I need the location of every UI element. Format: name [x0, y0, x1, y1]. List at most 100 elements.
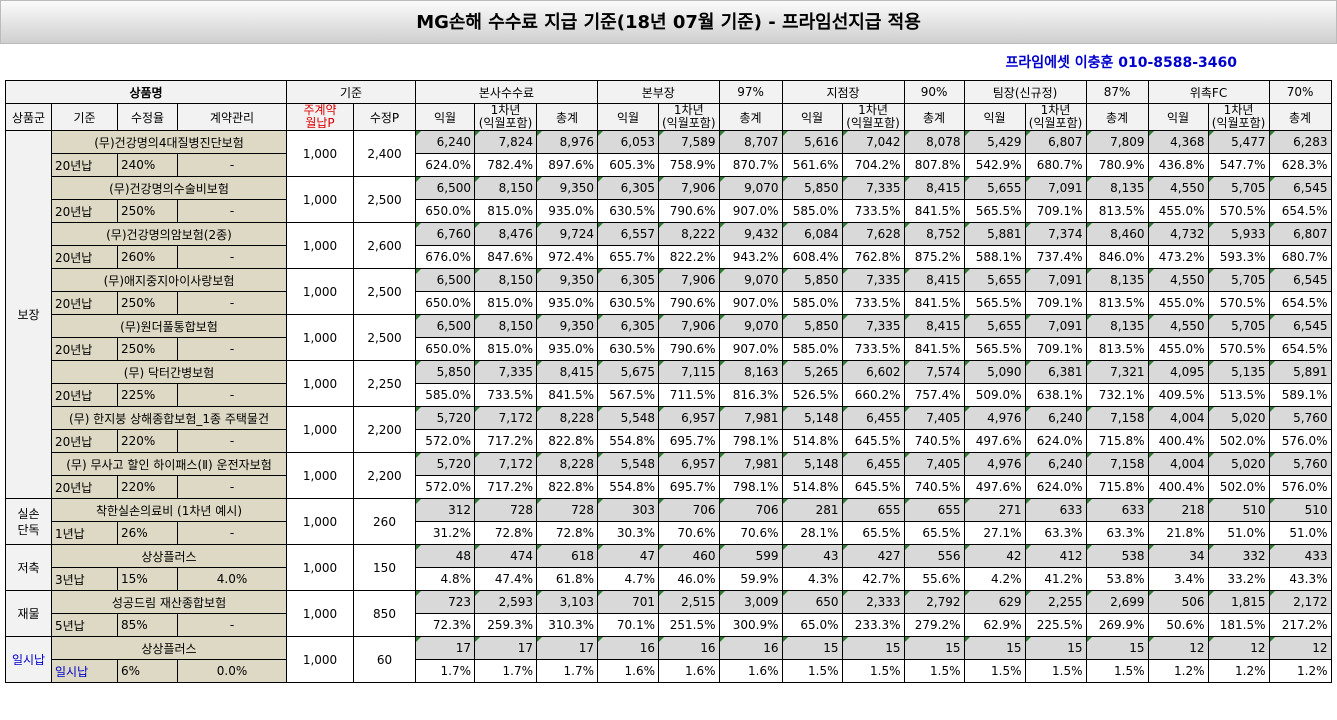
commission-percent: 815.0%	[474, 337, 537, 361]
contract-mgmt-value: -	[177, 429, 287, 453]
payment-term: 20년납	[51, 245, 118, 269]
commission-percent: 30.3%	[597, 521, 659, 545]
commission-percent: 605.3%	[597, 153, 659, 177]
commission-value: 2,333	[841, 590, 905, 614]
modification-rate: 85%	[117, 613, 178, 637]
header-main-premium: 주계약 월납P	[286, 103, 354, 131]
commission-percent: 790.6%	[658, 337, 720, 361]
commission-percent: 935.0%	[536, 337, 598, 361]
commission-percent: 4.7%	[597, 567, 659, 591]
contract-mgmt-value: 4.0%	[177, 567, 287, 591]
table-row: 1년납 26% -31.2% 72.8% 72.8% 30.3% 70.6% 70.6% 28.…	[6, 521, 1332, 545]
commission-value: 8,415	[903, 314, 965, 338]
commission-percent: 624.0%	[1024, 429, 1087, 453]
commission-value: 5,850	[781, 176, 843, 200]
commission-percent: 279.2%	[903, 613, 965, 637]
commission-value: 7,405	[903, 452, 965, 476]
commission-percent: 608.4%	[781, 245, 843, 269]
header-total: 총계	[1085, 103, 1149, 131]
modified-p-value: 2,250	[353, 360, 416, 407]
commission-percent: 181.5%	[1207, 613, 1270, 637]
header-first-year-line2: (익월포함)	[662, 116, 716, 130]
header-jijeomjang: 지점장	[781, 80, 905, 104]
commission-value: 2,515	[658, 590, 720, 614]
commission-percent: 875.2%	[903, 245, 965, 269]
modified-p-value: 2,400	[353, 130, 416, 177]
commission-percent: 624.0%	[1024, 475, 1087, 499]
header-ikwol: 익월	[415, 103, 475, 131]
commission-percent: 654.5%	[1268, 337, 1332, 361]
modified-p-value: 150	[353, 544, 416, 591]
commission-percent: 409.5%	[1147, 383, 1209, 407]
contract-mgmt-value: 0.0%	[177, 659, 287, 683]
commission-percent: 217.2%	[1268, 613, 1332, 637]
commission-percent: 733.5%	[841, 337, 905, 361]
modified-p-value: 2,500	[353, 268, 416, 315]
main-premium-value: 1,000	[286, 406, 354, 453]
commission-value: 8,476	[474, 222, 537, 246]
header-timjang-rate: 87%	[1085, 80, 1149, 104]
commission-value: 5,705	[1207, 176, 1270, 200]
commission-percent: 576.0%	[1268, 475, 1332, 499]
commission-value: 8,415	[903, 268, 965, 292]
commission-percent: 70.1%	[597, 613, 659, 637]
commission-percent: 4.8%	[415, 567, 475, 591]
commission-value: 5,933	[1207, 222, 1270, 246]
header-first-year: 1차년 (익월포함)	[1024, 103, 1087, 131]
commission-value: 6,053	[597, 130, 659, 154]
commission-value: 506	[1147, 590, 1209, 614]
commission-value: 2,172	[1268, 590, 1332, 614]
commission-value: 655	[903, 498, 965, 522]
commission-percent: 62.9%	[963, 613, 1026, 637]
commission-value: 3,009	[718, 590, 783, 614]
commission-percent: 554.8%	[597, 429, 659, 453]
commission-percent: 645.5%	[841, 429, 905, 453]
commission-value: 17	[415, 636, 475, 660]
commission-percent: 790.6%	[658, 199, 720, 223]
commission-percent: 33.2%	[1207, 567, 1270, 591]
commission-value: 4,004	[1147, 452, 1209, 476]
commission-percent: 42.7%	[841, 567, 905, 591]
commission-value: 4,368	[1147, 130, 1209, 154]
commission-percent: 576.0%	[1268, 429, 1332, 453]
commission-value: 7,824	[474, 130, 537, 154]
commission-value: 6,957	[658, 452, 720, 476]
commission-percent: 737.4%	[1024, 245, 1087, 269]
payment-term: 20년납	[51, 475, 118, 499]
commission-value: 8,078	[903, 130, 965, 154]
commission-percent: 61.8%	[536, 567, 598, 591]
commission-value: 5,720	[415, 452, 475, 476]
commission-percent: 624.0%	[415, 153, 475, 177]
commission-value: 12	[1268, 636, 1332, 660]
commission-value: 7,321	[1085, 360, 1149, 384]
commission-percent: 709.1%	[1024, 291, 1087, 315]
commission-value: 7,091	[1024, 176, 1087, 200]
commission-percent: 841.5%	[536, 383, 598, 407]
contract-mgmt-value: -	[177, 475, 287, 499]
modification-rate: 225%	[117, 383, 178, 407]
commission-value: 427	[841, 544, 905, 568]
commission-value: 6,545	[1268, 314, 1332, 338]
header-timjang: 팀장(신규정)	[963, 80, 1087, 104]
commission-percent: 732.1%	[1085, 383, 1149, 407]
commission-value: 474	[474, 544, 537, 568]
header-basis: 기준	[286, 80, 416, 104]
commission-value: 5,090	[963, 360, 1026, 384]
commission-percent: 41.2%	[1024, 567, 1087, 591]
commission-value: 6,381	[1024, 360, 1087, 384]
commission-percent: 547.7%	[1207, 153, 1270, 177]
commission-value: 4,550	[1147, 268, 1209, 292]
commission-percent: 638.1%	[1024, 383, 1087, 407]
modified-p-value: 2,500	[353, 176, 416, 223]
commission-value: 6,500	[415, 314, 475, 338]
commission-percent: 400.4%	[1147, 475, 1209, 499]
commission-value: 15	[963, 636, 1026, 660]
commission-percent: 717.2%	[474, 475, 537, 499]
group-label: 보장	[5, 130, 52, 499]
main-premium-value: 1,000	[286, 452, 354, 499]
product-name: 성공드림 재산종합보험	[51, 590, 287, 614]
commission-percent: 585.0%	[781, 199, 843, 223]
contract-mgmt-value: -	[177, 521, 287, 545]
commission-percent: 782.4%	[474, 153, 537, 177]
header-gijun: 기준	[51, 103, 118, 131]
